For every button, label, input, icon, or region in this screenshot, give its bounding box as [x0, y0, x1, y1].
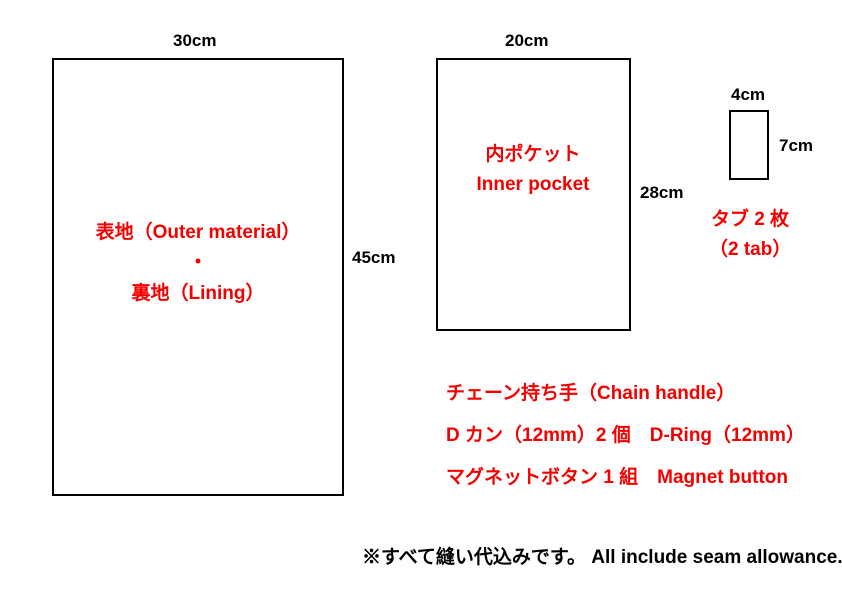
inner-pocket-height-label: 28cm	[640, 183, 683, 203]
tab-line2: （2 tab）	[709, 235, 791, 265]
tab-line1: タブ 2 枚	[709, 205, 791, 235]
tab-label: タブ 2 枚 （2 tab）	[709, 205, 791, 266]
outer-width-label: 30cm	[173, 31, 216, 51]
material-chain-handle: チェーン持ち手（Chain handle）	[446, 378, 735, 405]
outer-height-label: 45cm	[352, 248, 395, 268]
tab-box	[729, 110, 769, 180]
inner-pocket-width-label: 20cm	[505, 31, 548, 51]
outer-bullet: ・	[82, 248, 314, 278]
inner-pocket-line1: 内ポケット	[462, 140, 604, 170]
outer-line2: 裏地（Lining）	[82, 279, 314, 309]
material-magnet: マグネットボタン 1 組 Magnet button	[446, 462, 788, 489]
inner-pocket-label: 内ポケット Inner pocket	[462, 140, 604, 201]
outer-piece-label: 表地（Outer material） ・ 裏地（Lining）	[82, 218, 314, 309]
inner-pocket-line2: Inner pocket	[462, 170, 604, 200]
material-d-ring: D カン（12mm）2 個 D-Ring（12mm）	[446, 420, 805, 447]
outer-line1: 表地（Outer material）	[82, 218, 314, 248]
seam-allowance-note: ※すべて縫い代込みです。 All include seam allowance.	[362, 542, 842, 569]
tab-height-label: 7cm	[779, 136, 813, 156]
tab-width-label: 4cm	[731, 85, 765, 105]
